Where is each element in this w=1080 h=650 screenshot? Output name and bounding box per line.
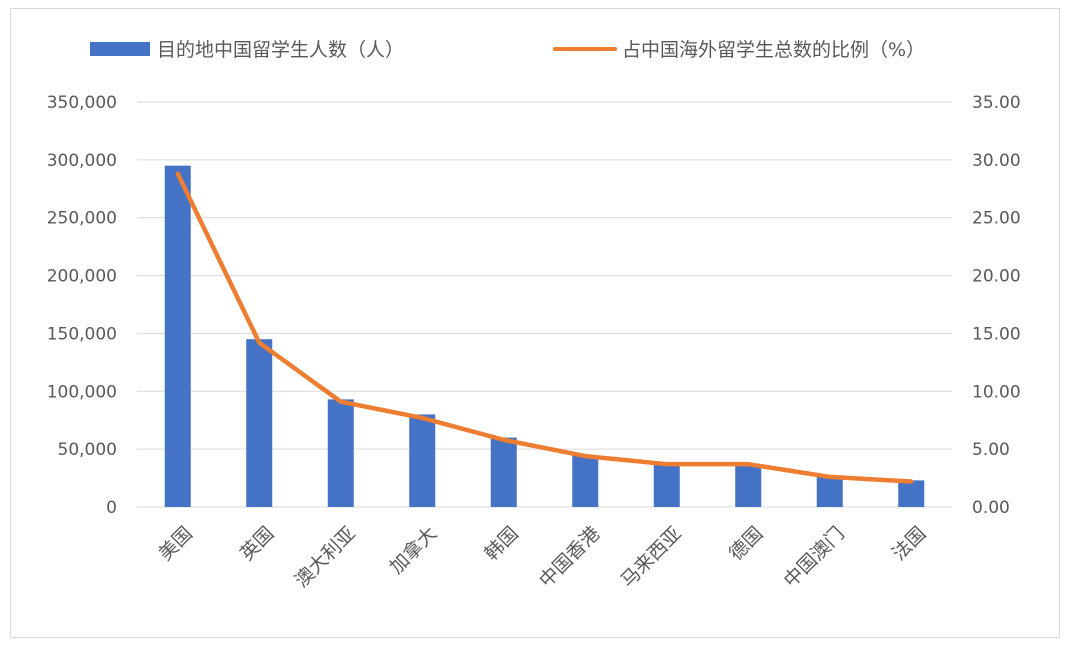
left-tick-label: 150,000 [47,324,117,344]
legend-bar-swatch [90,42,150,56]
left-tick-label: 100,000 [47,382,117,402]
left-axis: 0 50,000 100,000 150,000 200,000 250,000 300,0… [47,93,117,518]
left-tick-label: 250,000 [47,209,117,229]
legend-line-label: 占中国海外留学生总数的比例（%） [622,39,925,61]
bar [164,165,191,507]
left-tick-label: 50,000 [58,440,117,460]
legend-bar-label: 目的地中国留学生人数（人） [157,39,404,61]
bar [246,339,273,507]
right-tick-label: 20.00 [972,267,1021,287]
bar [327,399,354,507]
category-label: 法国 [888,523,930,565]
category-label: 中国澳门 [780,523,849,592]
bar [735,464,762,507]
bar [490,437,517,507]
left-tick-label: 300,000 [47,151,117,171]
category-label: 美国 [154,523,196,565]
right-tick-label: 15.00 [972,324,1021,344]
category-label: 英国 [236,523,278,565]
category-label: 中国香港 [535,523,604,592]
bar [409,414,436,507]
right-tick-label: 5.00 [972,440,1010,460]
category-label: 加拿大 [385,522,442,579]
right-tick-label: 30.00 [972,151,1021,171]
left-tick-label: 200,000 [47,267,117,287]
bar [816,475,843,507]
gridlines [137,101,952,508]
category-label: 韩国 [480,523,522,565]
left-tick-label: 0 [106,498,117,518]
right-tick-label: 10.00 [972,382,1021,402]
category-label: 澳大利亚 [291,523,360,592]
right-axis: 0.00 5.00 10.00 15.00 20.00 25.00 30.00 35.00 [972,93,1021,518]
line-series [175,171,914,484]
left-tick-label: 350,000 [47,93,117,113]
proportion-line [175,171,914,484]
category-label: 马来西亚 [617,523,686,592]
right-tick-label: 0.00 [972,498,1010,518]
legend: 目的地中国留学生人数（人） 占中国海外留学生总数的比例（%） [90,39,925,61]
category-label: 德国 [725,523,767,565]
category-axis: 美国 英国 澳大利亚 加拿大 韩国 中国香港 马来西亚 德国 中国澳门 法国 [154,522,930,592]
bar [653,463,680,507]
right-tick-label: 35.00 [972,93,1021,113]
bar [898,480,925,507]
bar-series [164,165,925,507]
bar [572,454,599,507]
right-tick-label: 25.00 [972,209,1021,229]
